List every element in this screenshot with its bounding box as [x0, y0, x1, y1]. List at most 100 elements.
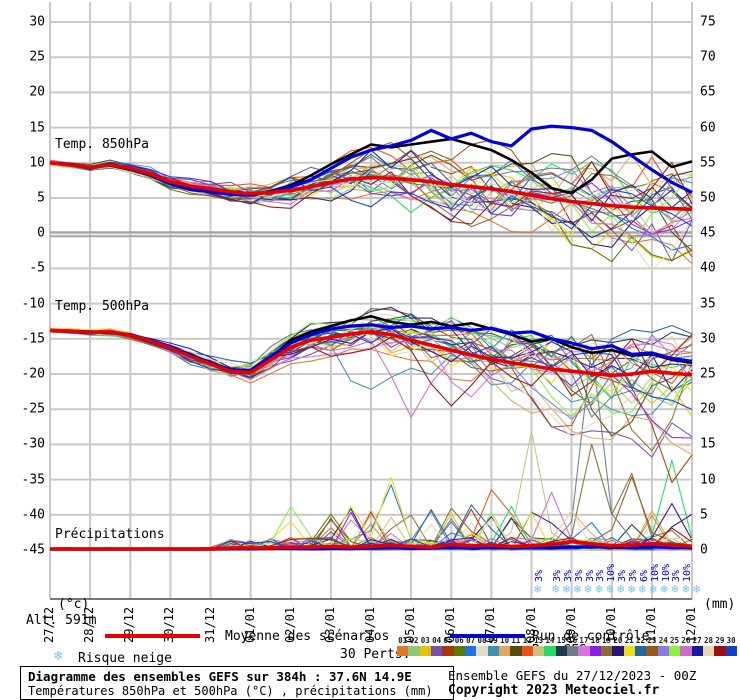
member-swatch	[555, 646, 567, 656]
member-number: 01	[398, 636, 408, 645]
perturbation-item: 19	[600, 637, 613, 656]
snow-probability-label: 10%	[649, 563, 661, 582]
y-axis-tick-left: -5	[29, 260, 45, 276]
snowflake-icon: ❄	[562, 582, 571, 596]
member-swatch	[589, 646, 601, 656]
member-swatch	[419, 646, 431, 656]
member-swatch	[464, 646, 477, 656]
y-axis-tick-left: 15	[29, 120, 45, 136]
member-number: 23	[647, 636, 657, 645]
y-axis-tick-left: -45	[21, 542, 45, 558]
perturbation-item: 24	[657, 636, 669, 656]
snowflake-icon: ❄	[693, 582, 701, 596]
member-swatch	[487, 646, 499, 656]
member-swatch	[702, 646, 715, 656]
y-axis-tick-left: 0	[37, 225, 45, 241]
perturbation-item: 09	[487, 636, 499, 656]
snowflake-icon: ❄	[638, 582, 647, 596]
perturbation-item: 18	[589, 637, 601, 656]
y-axis-tick-left: -25	[21, 401, 45, 417]
member-swatch	[566, 646, 579, 656]
member-swatch	[612, 646, 624, 656]
perturbation-item: 15	[555, 637, 567, 656]
member-swatch	[408, 646, 420, 656]
snow-risk-label: Risque neige	[78, 651, 172, 666]
member-swatch	[430, 646, 443, 656]
member-number: 09	[488, 636, 498, 645]
perturbation-item: 29	[714, 636, 726, 656]
member-number: 12	[522, 636, 532, 645]
label-temp-850hpa: Temp. 850hPa	[55, 137, 149, 152]
perturbation-item: 26	[680, 636, 692, 656]
perturbation-item: 05	[442, 636, 454, 656]
member-swatch	[578, 646, 590, 656]
perturbation-item: 03	[419, 637, 431, 656]
member-swatch	[600, 646, 613, 656]
altitude-label: Alt. 591m	[26, 613, 97, 628]
perturbation-item: 30	[725, 636, 737, 656]
snowflake-icon: ❄	[682, 582, 690, 596]
y-axis-tick-left: -35	[21, 472, 45, 488]
y-axis-tick-right: 55	[700, 155, 716, 171]
perturbation-item: 13	[532, 637, 545, 656]
perturbation-item: 07	[464, 637, 477, 656]
footer-info: Ensemble GEFS du 27/12/2023 - 00Z Copyri…	[448, 668, 696, 699]
y-axis-tick-right: 30	[700, 331, 716, 347]
member-number: 04	[432, 636, 442, 645]
snowflake-icon: ❄	[552, 582, 560, 596]
perturbation-item: 06	[453, 636, 465, 656]
member-number: 10	[500, 636, 510, 645]
member-swatch	[442, 646, 454, 656]
perturbation-item: 20	[612, 637, 624, 656]
snow-probability-label: 6%	[638, 569, 650, 582]
member-number: 17	[579, 636, 589, 645]
member-swatch	[510, 646, 522, 656]
snowflake-icon: ❄	[54, 648, 63, 664]
perturbation-item: 16	[566, 636, 579, 656]
member-swatch	[498, 646, 511, 656]
title-box: Diagramme des ensembles GEFS sur 384h : …	[20, 666, 454, 700]
member-number: 30	[726, 636, 736, 645]
member-swatch	[691, 646, 703, 656]
member-swatch	[668, 646, 681, 656]
member-number: 22	[636, 636, 646, 645]
member-swatch	[476, 646, 488, 656]
perturbation-legend: 01 02 03 04 05 06 07 08 09 10 11 12 13 14 15 16 17 18 19 20…	[397, 637, 737, 656]
y-axis-tick-right: 65	[700, 84, 716, 100]
perturbation-item: 25	[668, 637, 681, 656]
control-line-swatch	[450, 634, 525, 638]
member-number: 26	[681, 636, 691, 645]
member-number: 02	[409, 636, 419, 645]
x-axis-date-label: 31/12	[202, 606, 217, 643]
y-axis-tick-right: 40	[700, 260, 716, 276]
member-number: 16	[568, 636, 578, 645]
perturbation-item: 17	[578, 636, 590, 656]
y-axis-tick-left: -30	[21, 436, 45, 452]
member-number: 24	[658, 636, 668, 645]
perturbation-item: 22	[634, 636, 647, 656]
diagram-subtitle: Températures 850hPa et 500hPa (°C) , pré…	[28, 684, 433, 698]
snowflake-icon: ❄	[534, 582, 542, 596]
snow-probability-label: 3%	[573, 569, 585, 582]
perturbation-item: 27	[691, 637, 703, 656]
member-number: 05	[443, 636, 453, 645]
snow-probability-label: 3%	[534, 569, 545, 582]
diagram-title: Diagramme des ensembles GEFS sur 384h : …	[28, 669, 412, 684]
member-swatch	[646, 646, 658, 656]
copyright: Copyright 2023 Meteociel.fr	[448, 683, 660, 698]
y-axis-tick-left: 30	[29, 14, 45, 30]
member-number: 29	[715, 636, 725, 645]
y-axis-tick-left: -40	[21, 507, 45, 523]
y-axis-tick-right: 10	[700, 472, 716, 488]
mean-line-label: Moyenne des scénarios	[225, 629, 390, 644]
member-number: 06	[454, 636, 464, 645]
unit-mm: (mm)	[704, 597, 736, 612]
snowflake-icon: ❄	[617, 582, 625, 596]
snowflake-icon: ❄	[649, 582, 657, 596]
snowflake-icon: ❄	[595, 582, 603, 596]
perturbation-item: 08	[476, 637, 488, 656]
y-axis-tick-right: 15	[700, 436, 716, 452]
y-axis-tick-right: 5	[700, 507, 708, 523]
perturbation-item: 23	[646, 636, 658, 656]
